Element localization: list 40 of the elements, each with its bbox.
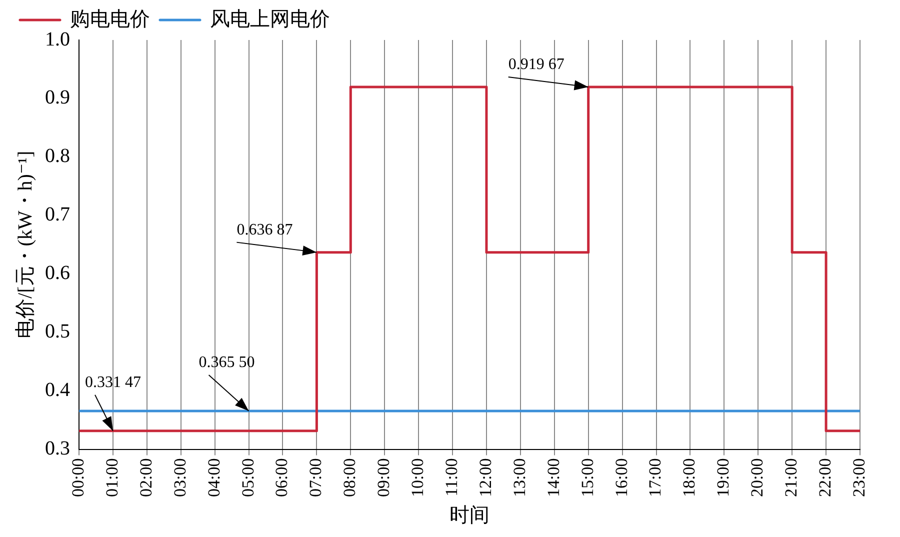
x-tick-label: 18:00 <box>680 458 699 498</box>
x-tick-label: 04:00 <box>204 458 224 498</box>
x-tick-label: 17:00 <box>646 458 665 498</box>
annotation: 0.636 87 <box>236 222 293 239</box>
y-tick-label: 0.5 <box>45 320 70 343</box>
y-tick-label: 0.6 <box>45 262 70 284</box>
y-tick-label: 0.9 <box>45 86 70 109</box>
x-tick-label: 09:00 <box>374 458 394 498</box>
y-axis-title: 电价/[元・(kW・h)⁻¹] <box>14 150 36 338</box>
x-tick-label: 19:00 <box>714 458 733 498</box>
y-tick-label: 0.3 <box>45 438 70 460</box>
x-tick-label: 14:00 <box>544 458 563 498</box>
x-tick-label: 22:00 <box>816 458 835 498</box>
x-tick-label: 00:00 <box>68 458 88 498</box>
x-tick-label: 21:00 <box>782 458 801 498</box>
annotation: 0.331 47 <box>85 374 141 392</box>
x-tick-label: 08:00 <box>340 458 360 498</box>
x-axis-title: 时间 <box>450 504 490 526</box>
annotation: 0.919 67 <box>508 56 564 74</box>
annotation: 0.365 50 <box>198 354 255 372</box>
x-tick-label: 23:00 <box>849 458 868 498</box>
x-tick-label: 11:00 <box>442 458 461 496</box>
x-tick-label: 01:00 <box>102 458 122 498</box>
x-tick-label: 12:00 <box>476 458 495 498</box>
x-tick-label: 13:00 <box>510 458 529 498</box>
y-tick-label: 0.7 <box>45 204 70 226</box>
y-tick-label: 0.8 <box>45 145 70 168</box>
x-tick-label: 03:00 <box>170 458 190 498</box>
legend-label: 风电上网电价 <box>210 8 330 30</box>
x-tick-label: 07:00 <box>306 458 326 498</box>
x-tick-label: 06:00 <box>272 458 292 498</box>
y-tick-label: 1.0 <box>45 28 70 50</box>
x-tick-label: 15:00 <box>578 458 597 498</box>
x-tick-label: 16:00 <box>612 458 631 498</box>
x-tick-label: 05:00 <box>238 458 258 498</box>
legend-label: 购电电价 <box>70 8 150 30</box>
x-tick-label: 10:00 <box>408 458 428 498</box>
x-tick-label: 02:00 <box>136 458 156 498</box>
y-tick-label: 0.4 <box>45 379 70 402</box>
x-tick-label: 20:00 <box>748 458 767 498</box>
